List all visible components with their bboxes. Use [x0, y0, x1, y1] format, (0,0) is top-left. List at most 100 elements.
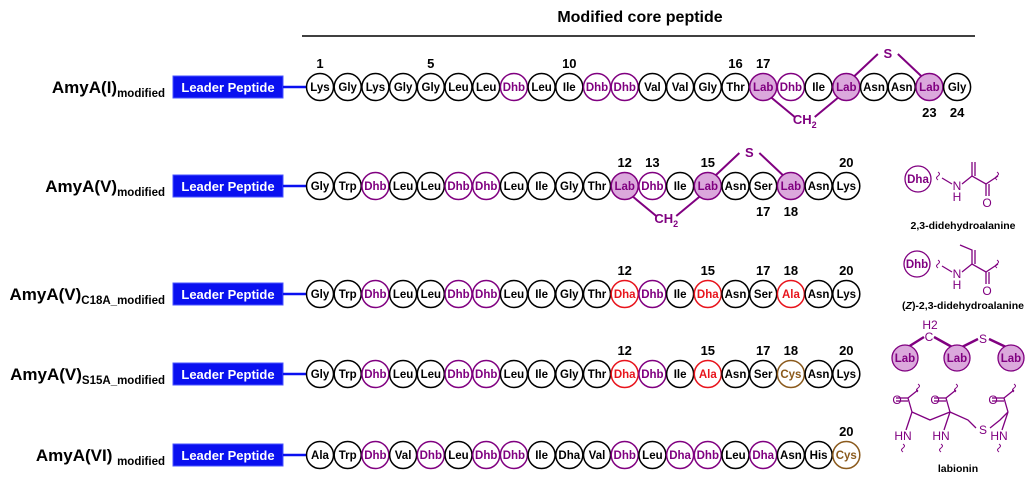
residue-label: Ile	[535, 369, 548, 381]
atom-label: HN	[894, 429, 911, 443]
position-number: 15	[701, 263, 715, 278]
residue-lab: Lab	[832, 72, 861, 102]
residue-dha: Dha	[555, 440, 584, 470]
residue-label: Dhb	[614, 450, 636, 462]
row-label-subscript: modified	[117, 187, 165, 199]
legend-dha: Dha NH O 2,3-didehydroalanine	[904, 162, 1016, 232]
position-number: 20	[839, 155, 853, 170]
atom-label: H	[953, 190, 962, 204]
residue-label: Dhb	[475, 450, 497, 462]
lab-carbon: C	[925, 330, 934, 344]
residue-label: Val	[644, 82, 661, 94]
residue-ile: Ile	[665, 279, 695, 309]
residue-label: Trp	[339, 289, 357, 301]
residue-asn: Asn	[859, 72, 889, 102]
residue-dhb: Dhb	[776, 72, 806, 102]
lab-symbol-circle	[891, 344, 919, 372]
residue-val: Val	[665, 72, 695, 102]
residue-label: Lys	[837, 289, 856, 301]
dhb-caption: (Z)-2,3-didehydroalanine	[902, 300, 1024, 312]
residue-trp: Trp	[333, 359, 362, 389]
residue-leu: Leu	[499, 171, 529, 201]
bridge-line	[814, 94, 842, 118]
atom-label: N	[953, 179, 962, 193]
residue-lab: Lab	[693, 171, 723, 201]
bond	[911, 411, 977, 429]
atom-label: HN	[990, 429, 1007, 443]
residue-label: Cys	[836, 450, 857, 462]
thioether-bridge: S	[712, 145, 787, 179]
residue-label: Gly	[948, 82, 967, 94]
residue-label: Ser	[754, 181, 773, 193]
residue-label: Val	[395, 450, 412, 462]
row-label-name: AmyA(V)	[10, 365, 82, 384]
residue-label: Lys	[366, 82, 385, 94]
residue-dhb: Dhb	[638, 359, 667, 389]
dha-symbol-circle	[904, 165, 932, 193]
wavy-bond	[916, 383, 920, 393]
residue-dha: Dha	[748, 440, 778, 470]
wavy-bond	[936, 171, 940, 181]
residue-label: Leu	[531, 82, 551, 94]
residue-label: Leu	[421, 289, 441, 301]
residue-label: Dhb	[697, 450, 719, 462]
dhb-caption-part: (	[902, 300, 906, 312]
position-number: 18	[784, 263, 798, 278]
leader-peptide-label: Leader Peptide	[181, 287, 274, 302]
residue-label: Leu	[448, 450, 468, 462]
residue-label: Thr	[588, 369, 607, 381]
leader-peptide-label: Leader Peptide	[181, 179, 274, 194]
peptide-row: AmyA(V)C18A_modified Leader Peptide Gly Trp…	[9, 263, 861, 309]
lab-sulfur: S	[979, 332, 987, 346]
position-number: 1	[316, 56, 323, 71]
residue-leu: Leu	[388, 279, 418, 309]
figure-title: Modified core peptide	[557, 9, 722, 26]
residue-circle	[832, 279, 861, 309]
residue-leu: Leu	[527, 72, 556, 102]
residue-gly: Gly	[305, 359, 335, 389]
residue-dhb: Dhb	[499, 72, 529, 102]
residue-label: Thr	[588, 181, 607, 193]
bridge-label: CH2	[793, 112, 817, 130]
residue-gly: Gly	[555, 359, 584, 389]
lab-h2: H2	[922, 318, 938, 332]
residue-label: Ala	[699, 369, 718, 381]
residue-leu: Leu	[416, 171, 446, 201]
legend-lab: Lab Lab Lab CH2 S	[891, 318, 1025, 372]
residue-circle	[942, 72, 972, 102]
residue-label: Lys	[837, 181, 856, 193]
bond	[959, 244, 973, 264]
residue-dhb: Dhb	[610, 440, 639, 470]
residue-gly: Gly	[555, 279, 584, 309]
methylene-bridge: CH2	[629, 193, 704, 229]
position-number: 20	[839, 263, 853, 278]
row-label: AmyA(I)modified	[52, 78, 165, 100]
residue-label: Thr	[588, 289, 607, 301]
atom-label: O	[982, 196, 991, 210]
atom-label: O	[988, 393, 997, 407]
residue-lys: Lys	[832, 279, 861, 309]
thioether-bridge: S	[850, 46, 926, 80]
residue-dha: Dha	[693, 279, 723, 309]
bond	[941, 177, 953, 185]
residue-leu: Leu	[416, 279, 446, 309]
residue-leu: Leu	[416, 359, 446, 389]
row-label-subscript: C18A_modified	[81, 295, 165, 307]
residue-label: Dhb	[475, 289, 497, 301]
residue-ile: Ile	[527, 359, 556, 389]
residue-label: Dhb	[503, 82, 525, 94]
residue-trp: Trp	[333, 171, 362, 201]
residue-label: Gly	[560, 181, 579, 193]
bridge-subscript: 2	[673, 219, 678, 229]
residue-ser: Ser	[748, 359, 778, 389]
residue-label: Asn	[808, 369, 830, 381]
residue-label: Leu	[476, 82, 496, 94]
residue-label: Ala	[311, 450, 330, 462]
residue-label: Dha	[697, 289, 719, 301]
residue-label: Lab	[919, 82, 939, 94]
residue-label: Dha	[669, 450, 691, 462]
residue-leu: Leu	[721, 440, 750, 470]
residue-lab: Lab	[610, 171, 639, 201]
row-label: AmyA(V)C18A_modified	[9, 285, 165, 307]
